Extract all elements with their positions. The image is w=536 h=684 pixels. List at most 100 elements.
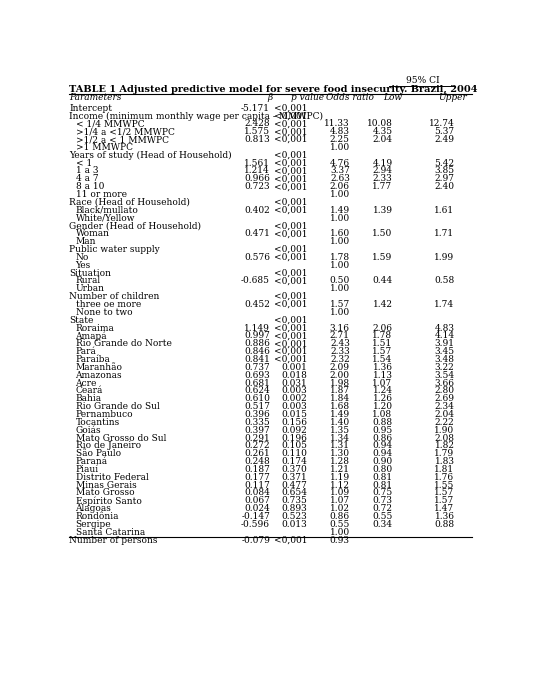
Text: -5.171: -5.171 [241, 104, 270, 113]
Text: <0,001: <0,001 [274, 150, 307, 160]
Text: 3.22: 3.22 [435, 363, 455, 372]
Text: 0.723: 0.723 [244, 182, 270, 192]
Text: 2.08: 2.08 [435, 434, 455, 443]
Text: <0,001: <0,001 [274, 347, 307, 356]
Text: 0.471: 0.471 [244, 229, 270, 238]
Text: 1.35: 1.35 [330, 425, 350, 434]
Text: 0.003: 0.003 [281, 402, 307, 411]
Text: <0,001: <0,001 [274, 300, 307, 309]
Text: 1.08: 1.08 [373, 410, 392, 419]
Text: 0.681: 0.681 [244, 378, 270, 388]
Text: 0.72: 0.72 [373, 504, 392, 513]
Text: 3.91: 3.91 [435, 339, 455, 348]
Text: Woman: Woman [76, 229, 109, 238]
Text: 3.45: 3.45 [434, 347, 455, 356]
Text: Low: Low [383, 93, 402, 102]
Text: Bahia: Bahia [76, 394, 102, 404]
Text: 0.55: 0.55 [372, 512, 392, 521]
Text: No: No [76, 253, 89, 262]
Text: Gender (Head of Household): Gender (Head of Household) [69, 222, 202, 231]
Text: Income (minimum monthly wage per capita - MMWPC): Income (minimum monthly wage per capita … [69, 111, 323, 120]
Text: 0.886: 0.886 [244, 339, 270, 348]
Text: 3.16: 3.16 [330, 324, 350, 332]
Text: 1.98: 1.98 [330, 378, 350, 388]
Text: 0.402: 0.402 [244, 206, 270, 215]
Text: Sergipe: Sergipe [76, 520, 111, 529]
Text: 95% CI: 95% CI [406, 76, 439, 86]
Text: <0,001: <0,001 [274, 135, 307, 144]
Text: 1.39: 1.39 [373, 206, 392, 215]
Text: Espírito Santo: Espírito Santo [76, 497, 142, 506]
Text: >1/4 a <1/2 MMWPC: >1/4 a <1/2 MMWPC [76, 127, 174, 136]
Text: 1.00: 1.00 [330, 237, 350, 246]
Text: 1.82: 1.82 [435, 441, 455, 450]
Text: 0.34: 0.34 [373, 520, 392, 529]
Text: Rio Grande do Norte: Rio Grande do Norte [76, 339, 172, 348]
Text: 0.86: 0.86 [373, 434, 392, 443]
Text: 1.47: 1.47 [434, 504, 455, 513]
Text: 0.966: 0.966 [244, 174, 270, 183]
Text: 1.26: 1.26 [373, 394, 392, 404]
Text: 1.07: 1.07 [330, 497, 350, 505]
Text: Amapá: Amapá [76, 332, 107, 341]
Text: Goiás: Goiás [76, 425, 101, 434]
Text: 0.248: 0.248 [244, 457, 270, 466]
Text: 5.42: 5.42 [434, 159, 455, 168]
Text: 1.214: 1.214 [244, 166, 270, 176]
Text: 0.693: 0.693 [244, 371, 270, 380]
Text: 4.19: 4.19 [373, 159, 392, 168]
Text: Roraima: Roraima [76, 324, 114, 332]
Text: Amazonas: Amazonas [76, 371, 122, 380]
Text: 1.24: 1.24 [373, 386, 392, 395]
Text: 0.90: 0.90 [373, 457, 392, 466]
Text: 0.997: 0.997 [244, 332, 270, 341]
Text: Odds ratio: Odds ratio [326, 93, 374, 102]
Text: <0,001: <0,001 [274, 159, 307, 168]
Text: 0.001: 0.001 [281, 363, 307, 372]
Text: 2.428: 2.428 [244, 119, 270, 129]
Text: São Paulo: São Paulo [76, 449, 121, 458]
Text: 1.57: 1.57 [434, 488, 455, 497]
Text: 0.477: 0.477 [281, 481, 307, 490]
Text: 0.018: 0.018 [281, 371, 307, 380]
Text: Rio de Janeiro: Rio de Janeiro [76, 441, 140, 450]
Text: 1.51: 1.51 [372, 339, 392, 348]
Text: -0.596: -0.596 [241, 520, 270, 529]
Text: 0.44: 0.44 [373, 276, 392, 285]
Text: 0.187: 0.187 [244, 465, 270, 474]
Text: 1.00: 1.00 [330, 190, 350, 199]
Text: 0.735: 0.735 [281, 497, 307, 505]
Text: 1.31: 1.31 [330, 441, 350, 450]
Text: 1.87: 1.87 [330, 386, 350, 395]
Text: <0,001: <0,001 [274, 111, 307, 120]
Text: Mato Grosso: Mato Grosso [76, 488, 134, 497]
Text: 0.177: 0.177 [244, 473, 270, 482]
Text: 1.00: 1.00 [330, 143, 350, 152]
Text: 1.99: 1.99 [434, 253, 455, 262]
Text: 0.88: 0.88 [434, 520, 455, 529]
Text: Ceará: Ceará [76, 386, 103, 395]
Text: 1.90: 1.90 [434, 425, 455, 434]
Text: <0,001: <0,001 [274, 316, 307, 325]
Text: 12.74: 12.74 [429, 119, 455, 129]
Text: 0.084: 0.084 [244, 488, 270, 497]
Text: <0,001: <0,001 [274, 253, 307, 262]
Text: three oe more: three oe more [76, 300, 141, 309]
Text: <0,001: <0,001 [274, 269, 307, 278]
Text: Parameters: Parameters [69, 93, 122, 102]
Text: 0.893: 0.893 [281, 504, 307, 513]
Text: β: β [267, 93, 273, 102]
Text: Paraíba: Paraíba [76, 355, 110, 364]
Text: 2.97: 2.97 [435, 174, 455, 183]
Text: 0.117: 0.117 [244, 481, 270, 490]
Text: 0.841: 0.841 [244, 355, 270, 364]
Text: 8 a 10: 8 a 10 [76, 182, 104, 192]
Text: <0,001: <0,001 [274, 198, 307, 207]
Text: 4.14: 4.14 [434, 332, 455, 341]
Text: Race (Head of Household): Race (Head of Household) [69, 198, 190, 207]
Text: 0.261: 0.261 [244, 449, 270, 458]
Text: <0,001: <0,001 [274, 222, 307, 231]
Text: 1.09: 1.09 [330, 488, 350, 497]
Text: 1.21: 1.21 [330, 465, 350, 474]
Text: Number of children: Number of children [69, 292, 160, 301]
